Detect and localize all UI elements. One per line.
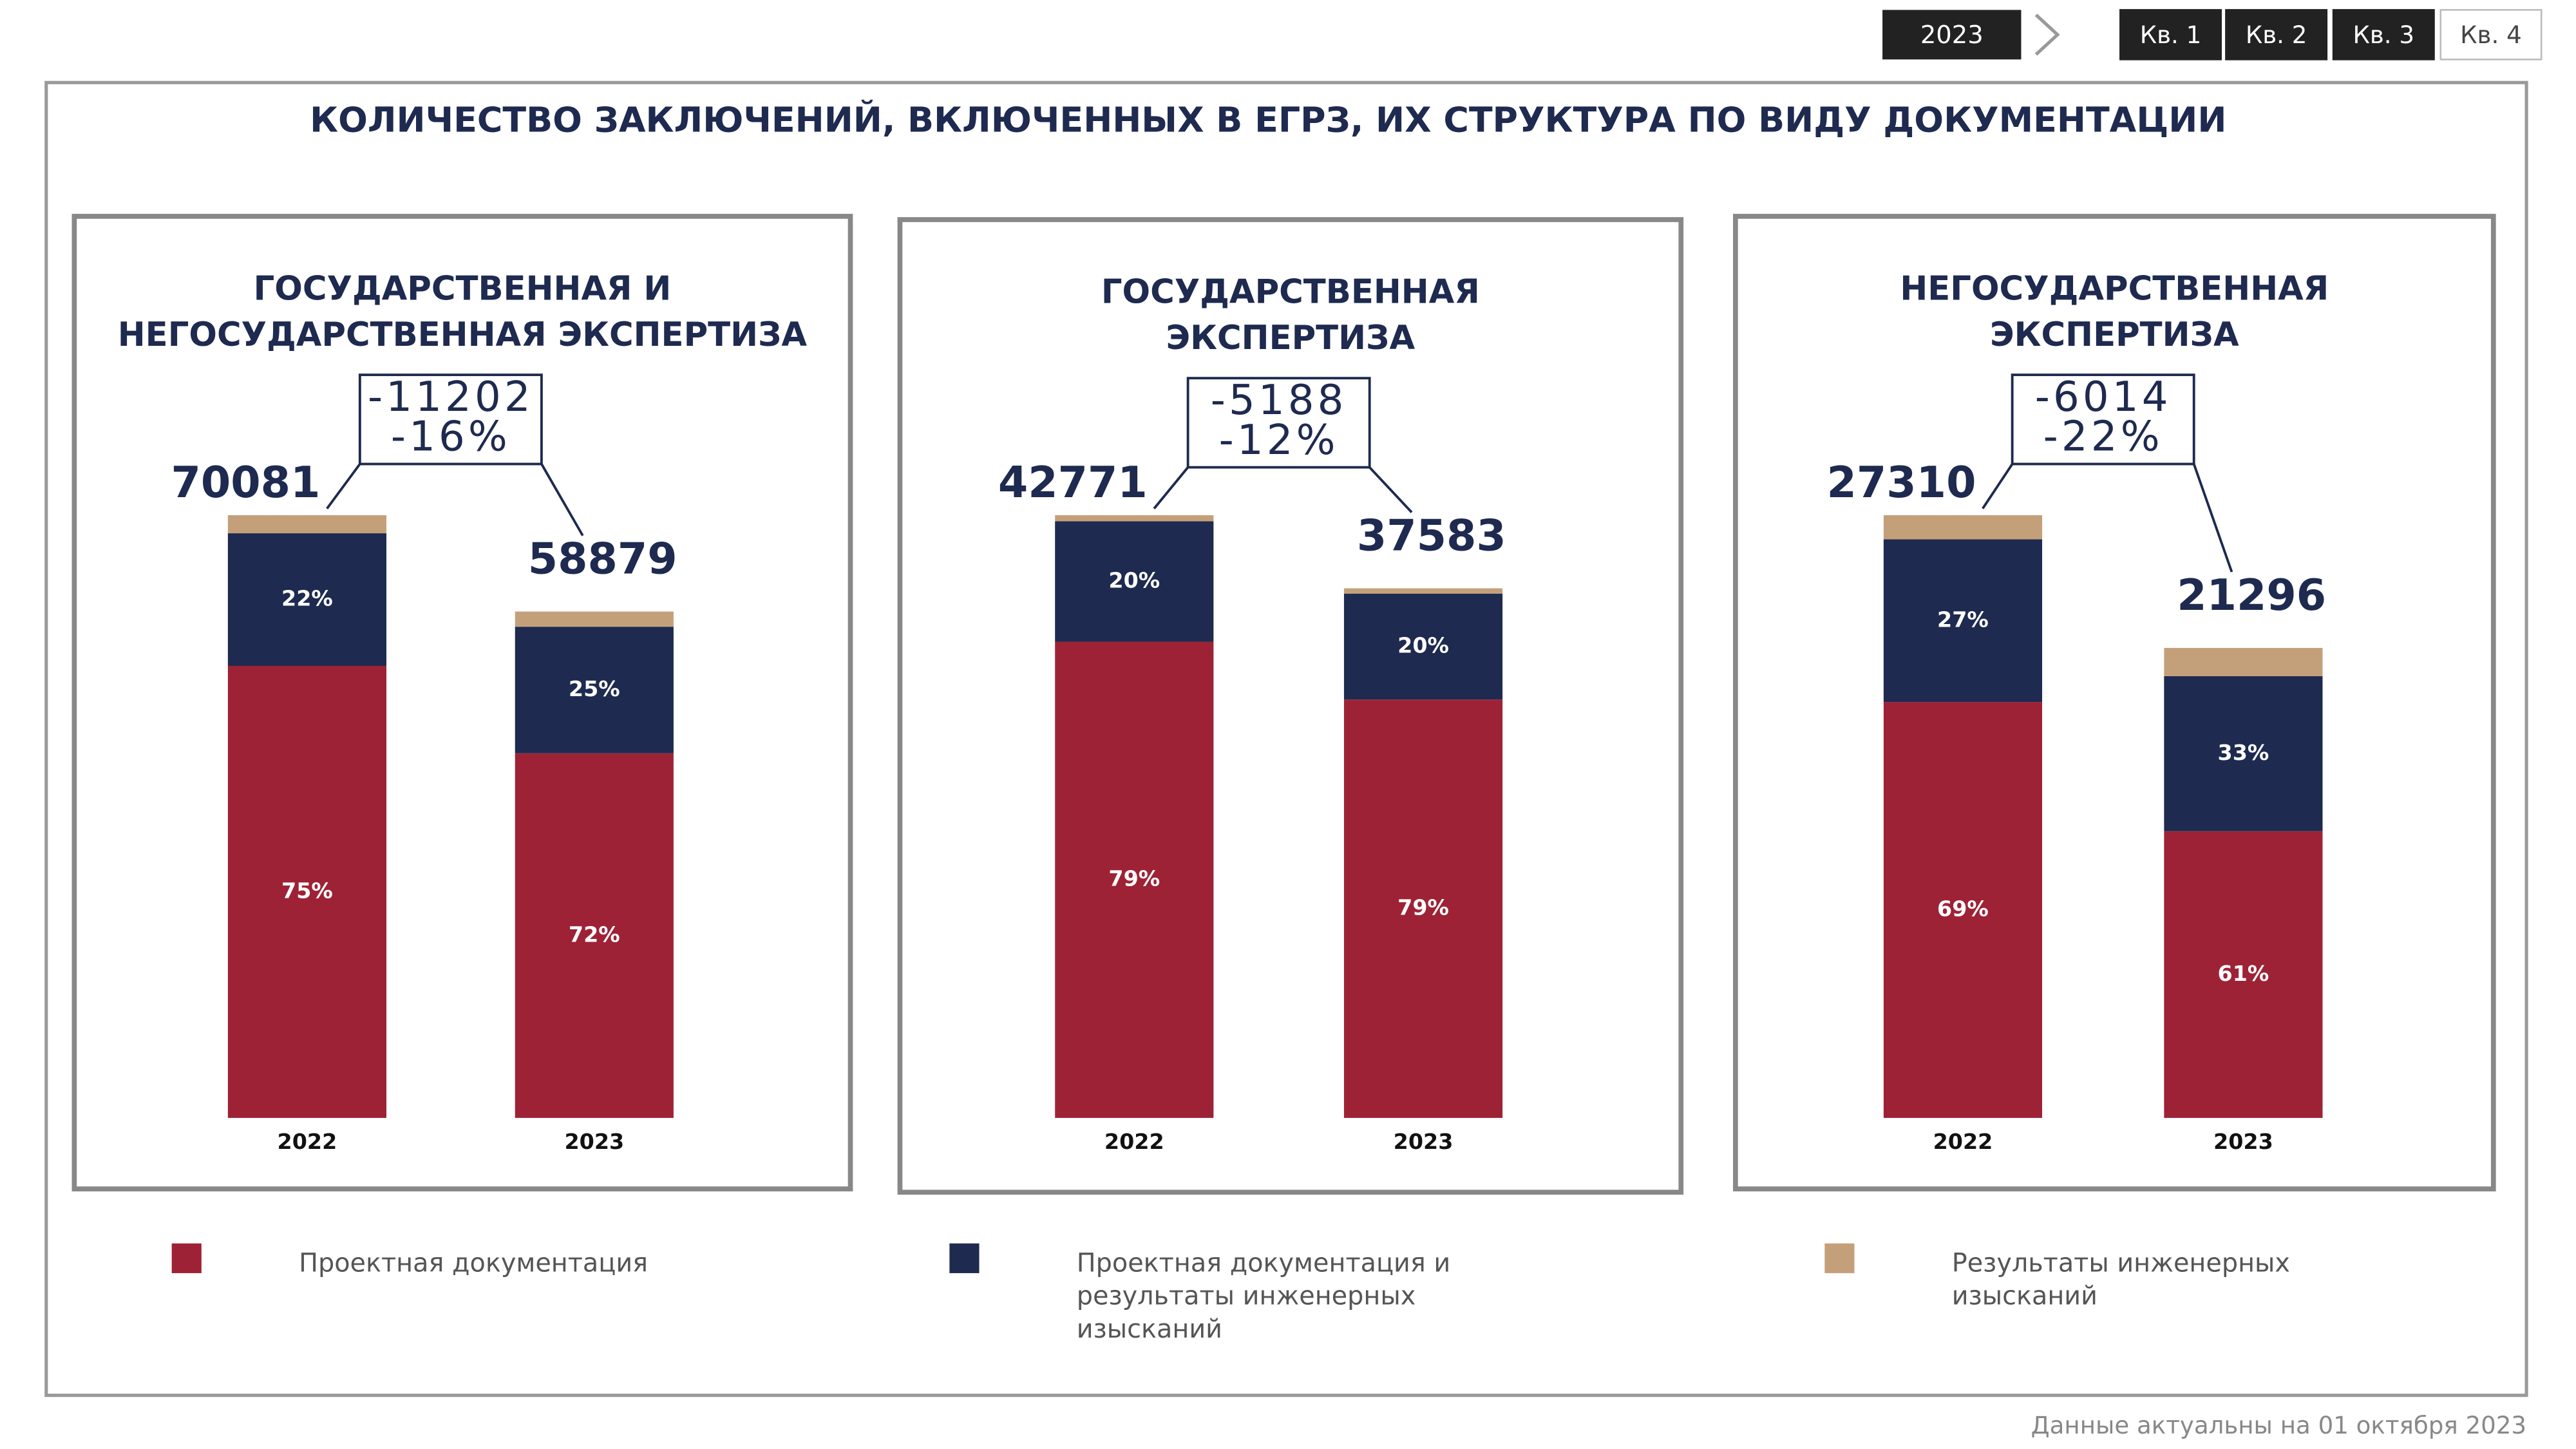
total-label: 21296 [2177, 570, 2326, 620]
quarter-label: Кв. 4 [2460, 21, 2522, 49]
data-note: Данные актуальны на 01 октября 2023 [2031, 1411, 2526, 1439]
legend-swatch [1824, 1243, 1855, 1273]
change-label: -12% [1219, 417, 1339, 464]
chart-title: НЕГОСУДАРСТВЕННАЯ ЭКСПЕРТИЗА [118, 316, 808, 354]
connector [540, 463, 584, 536]
quarter-button[interactable] [2332, 9, 2435, 61]
category-label: 2023 [2213, 1129, 2273, 1154]
year-button[interactable] [1882, 10, 2022, 60]
chart-title: ЭКСПЕРТИЗА [1166, 319, 1416, 357]
bar-segment [2164, 676, 2323, 831]
segment-label: 72% [569, 922, 620, 947]
bar-segment [227, 665, 386, 1118]
bar-segment [1343, 593, 1503, 700]
segment-label: 69% [1937, 896, 1989, 922]
legend-text-box: Результаты инженерных изысканий [1951, 1248, 2290, 1311]
change-label: -16% [391, 413, 511, 461]
year-label: 2023 [1920, 21, 1984, 50]
change-label: -11202 [368, 374, 534, 421]
bar-segment [1343, 588, 1503, 594]
total-label: 58879 [528, 534, 677, 584]
connector [1368, 466, 1413, 513]
change-label: -22% [2043, 413, 2163, 461]
segment-label: 61% [2218, 961, 2269, 986]
segment-label: 27% [1937, 607, 1989, 632]
bar-segment [1883, 539, 2043, 703]
segment-label: 79% [1397, 895, 1449, 920]
quarter-button[interactable] [2225, 9, 2328, 61]
total-label: 37583 [1357, 511, 1506, 561]
bar-segment [1055, 521, 1214, 642]
bar-segment [1883, 702, 2043, 1118]
quarter-label: Кв. 3 [2353, 21, 2415, 49]
legend-label: Проектная документация [299, 1248, 649, 1278]
chevron [2034, 14, 2060, 56]
chart-title: ГОСУДАРСТВЕННАЯ И [254, 269, 672, 308]
connector [1153, 466, 1189, 509]
chart-panel [897, 217, 1684, 1195]
legend-text-box: Проектная документация [299, 1248, 649, 1278]
change-label: -6014 [2035, 374, 2172, 421]
segment-label: 25% [569, 676, 620, 701]
quarter-label: Кв. 2 [2246, 21, 2307, 49]
connector [2192, 463, 2233, 573]
bar-segment [515, 627, 674, 753]
bar-segment [1883, 515, 2043, 540]
bar-segment [515, 753, 674, 1118]
chart-title: НЕГОСУДАРСТВЕННАЯ [1900, 269, 2329, 308]
bar-segment [1055, 515, 1214, 522]
chart-panel [1733, 214, 2496, 1191]
segment-label: 22% [281, 586, 333, 611]
legend-label: Результаты инженерных изысканий [1951, 1248, 2290, 1311]
chart-panel [71, 214, 853, 1191]
category-label: 2022 [1104, 1129, 1164, 1154]
bar-segment [515, 611, 674, 627]
legend-label: Проектная документация и результаты инже… [1076, 1248, 1451, 1345]
category-label: 2023 [1394, 1129, 1454, 1154]
connector [1982, 463, 2014, 509]
bar-segment [2164, 831, 2323, 1118]
segment-label: 75% [281, 878, 333, 903]
legend-swatch [171, 1243, 202, 1273]
legend-text-box: Проектная документация и результаты инже… [1076, 1248, 1451, 1345]
bar-segment [227, 515, 386, 534]
category-label: 2022 [278, 1129, 337, 1154]
total-label: 70081 [171, 457, 321, 507]
change-box [358, 374, 543, 466]
change-box [2011, 374, 2195, 466]
chart-title: ЭКСПЕРТИЗА [1990, 316, 2239, 354]
segment-label: 79% [1108, 866, 1160, 891]
page-title: КОЛИЧЕСТВО ЗАКЛЮЧЕНИЙ, ВКЛЮЧЕННЫХ В ЕГРЗ… [310, 99, 2226, 140]
total-label: 42771 [998, 457, 1148, 507]
bar-segment [1343, 699, 1503, 1118]
bar-segment [227, 533, 386, 666]
change-box [1186, 377, 1371, 469]
total-label: 27310 [1827, 457, 1976, 507]
segment-label: 20% [1108, 567, 1160, 592]
change-label: -5188 [1211, 377, 1347, 424]
frame [44, 80, 2528, 1397]
connector [326, 463, 361, 509]
chart-title: ГОСУДАРСТВЕННАЯ [1101, 272, 1480, 311]
legend-swatch [949, 1243, 980, 1273]
quarter-label: Кв. 1 [2140, 21, 2202, 49]
quarter-button[interactable] [2439, 9, 2543, 61]
segment-label: 33% [2218, 740, 2269, 765]
category-label: 2022 [1933, 1129, 1993, 1154]
segment-label: 20% [1397, 632, 1449, 658]
category-label: 2023 [564, 1129, 624, 1154]
bar-segment [1055, 641, 1214, 1118]
quarter-button[interactable] [2119, 9, 2222, 61]
bar-segment [2164, 648, 2323, 676]
